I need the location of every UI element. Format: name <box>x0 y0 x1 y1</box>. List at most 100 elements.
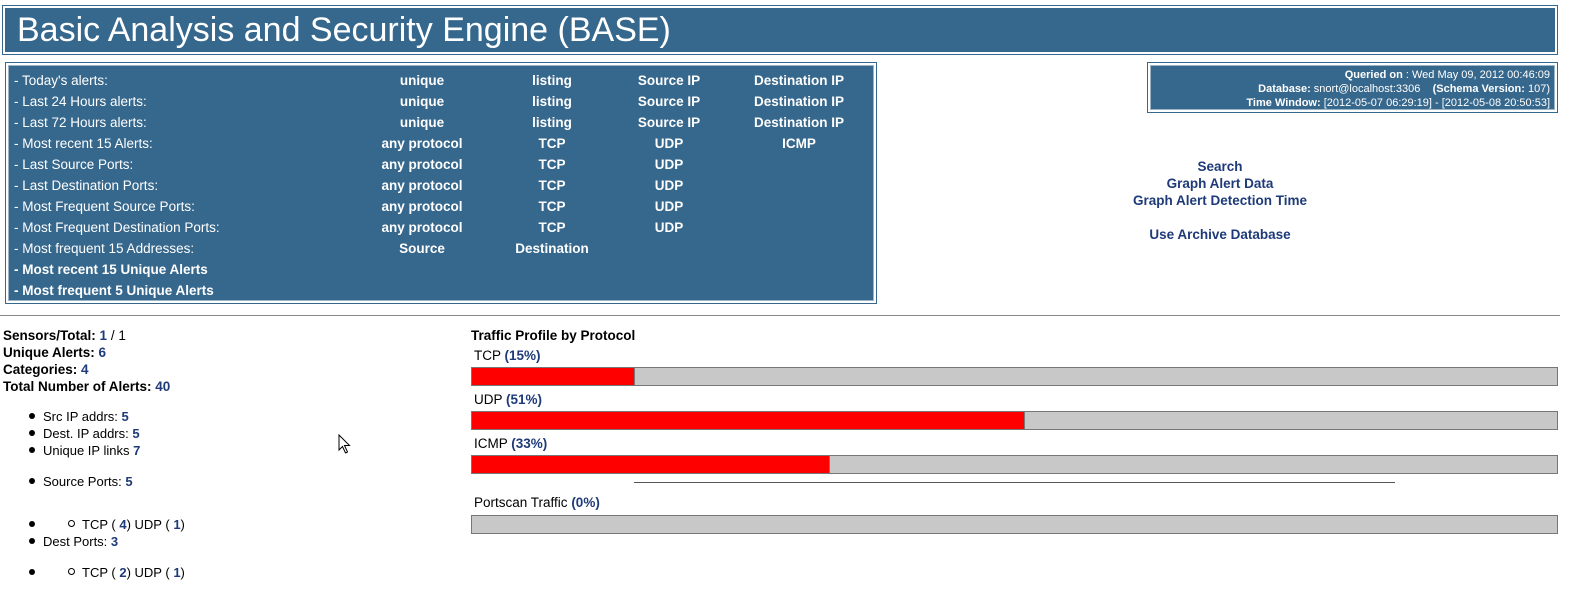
src-udp-label: ) UDP ( <box>126 517 170 532</box>
tcp-pct-link[interactable]: (15%) <box>504 348 541 363</box>
icmp-bar-fill <box>472 456 831 473</box>
dst-udp-link[interactable]: 1 <box>173 565 181 580</box>
menu-link[interactable]: unique <box>399 94 445 109</box>
menu-link[interactable]: TCP <box>538 178 566 193</box>
src-ip-label: Src IP addrs: <box>43 409 118 424</box>
graph-alert-data-link[interactable]: Graph Alert Data <box>1166 176 1274 191</box>
portscan-pct-link[interactable]: (0%) <box>571 495 600 510</box>
menu-link[interactable]: UDP <box>654 157 684 172</box>
menu-link[interactable]: any protocol <box>381 157 463 172</box>
queried-on-label: Queried on <box>1344 69 1403 81</box>
src-udp-link[interactable]: 1 <box>173 517 181 532</box>
query-info-panel: Queried on : Wed May 09, 2012 00:46:09 D… <box>1147 62 1558 113</box>
menu-link[interactable]: Source IP <box>637 115 701 130</box>
menu-link[interactable]: TCP <box>538 157 566 172</box>
menu-row: - Most frequent 5 Unique Alerts <box>9 281 873 302</box>
menu-link[interactable]: Destination IP <box>753 73 845 88</box>
total-alerts-label: Total Number of Alerts: <box>3 379 152 394</box>
menu-link[interactable]: TCP <box>538 220 566 235</box>
menu-link[interactable]: Source IP <box>637 94 701 109</box>
menu-link[interactable]: ICMP <box>782 136 816 151</box>
menu-link[interactable]: Destination IP <box>753 115 845 130</box>
dest-ports-label: Dest Ports: <box>43 534 108 549</box>
src-tcp-link[interactable]: 4 <box>119 517 127 532</box>
menu-link[interactable]: unique <box>399 115 445 130</box>
traffic-profile-title: Traffic Profile by Protocol <box>471 328 636 343</box>
dst-tcp-label: TCP ( <box>82 565 116 580</box>
menu-link[interactable]: any protocol <box>381 199 463 214</box>
schema-label: (Schema Version: <box>1432 83 1525 95</box>
unique-alerts-link[interactable]: 6 <box>98 345 107 360</box>
close-paren: ) <box>180 517 185 532</box>
menu-link[interactable]: Destination <box>515 241 589 256</box>
udp-pct-link[interactable]: (51%) <box>506 392 543 407</box>
menu-link[interactable]: TCP <box>538 199 566 214</box>
src-ip-link[interactable]: 5 <box>121 409 129 424</box>
search-link[interactable]: Search <box>1197 159 1243 174</box>
menu-link[interactable]: any protocol <box>381 220 463 235</box>
portscan-name: Portscan Traffic <box>474 495 568 510</box>
menu-row-label: - Most recent 15 Alerts: <box>14 136 153 151</box>
menu-link[interactable]: Destination IP <box>753 94 845 109</box>
tcp-bar <box>471 367 1558 386</box>
total-alerts-link[interactable]: 40 <box>155 379 171 394</box>
use-archive-database-link[interactable]: Use Archive Database <box>1149 227 1291 242</box>
source-ports-label: Source Ports: <box>43 474 122 489</box>
menu-link[interactable]: - Most frequent 5 Unique Alerts <box>14 283 214 298</box>
menu-row-label: - Most Frequent Destination Ports: <box>14 220 220 235</box>
categories-link[interactable]: 4 <box>81 362 89 377</box>
dest-ip-link[interactable]: 5 <box>132 426 140 441</box>
menu-row: - Today's alerts: unique listing Source IP D… <box>9 71 873 92</box>
menu-row: - Most recent 15 Alerts: any protocol TCP U… <box>9 134 873 155</box>
source-ports-link[interactable]: 5 <box>125 474 133 489</box>
right-links: Search Graph Alert Data Graph Alert Dete… <box>1110 158 1330 243</box>
menu-link[interactable]: listing <box>532 73 572 88</box>
menu-link[interactable]: UDP <box>654 136 684 151</box>
alert-menu-panel: - Today's alerts: unique listing Source IP D… <box>5 62 877 304</box>
menu-link[interactable]: listing <box>532 115 572 130</box>
list-item: Source Ports: 5 <box>29 474 133 489</box>
page-title: Basic Analysis and Security Engine (BASE… <box>5 8 1555 52</box>
menu-link[interactable]: any protocol <box>381 178 463 193</box>
udp-bar-fill <box>472 412 1026 429</box>
menu-link[interactable]: Source IP <box>637 73 701 88</box>
list-item: Dest. IP addrs: 5 <box>29 426 140 441</box>
icmp-pct-link[interactable]: (33%) <box>511 436 548 451</box>
dst-tcp-link[interactable]: 2 <box>119 565 127 580</box>
list-item: Src IP addrs: 5 <box>29 409 129 424</box>
menu-row: - Most frequent 15 Addresses: Source Desti… <box>9 239 873 260</box>
portscan-bar <box>471 515 1558 534</box>
menu-link[interactable]: UDP <box>654 220 684 235</box>
menu-row: - Last 72 Hours alerts: unique listing Sour… <box>9 113 873 134</box>
sensors-link[interactable]: 1 <box>99 328 108 343</box>
menu-row-label: - Most Frequent Source Ports: <box>14 199 195 214</box>
menu-link[interactable]: UDP <box>654 178 684 193</box>
list-item: TCP ( 4) UDP ( 1) <box>68 517 185 532</box>
queried-on-value: : Wed May 09, 2012 00:46:09 <box>1402 69 1550 81</box>
time-window-value: [2012-05-07 06:29:19] - [2012-05-08 20:5… <box>1320 97 1550 109</box>
menu-link[interactable]: Source <box>399 241 445 256</box>
traffic-divider <box>634 482 1395 483</box>
menu-row-label: - Today's alerts: <box>14 73 108 88</box>
portscan-label: Portscan Traffic (0%) <box>474 495 600 510</box>
menu-link[interactable]: any protocol <box>381 136 463 151</box>
menu-row-label: - Last Source Ports: <box>14 157 134 172</box>
udp-name: UDP <box>474 392 503 407</box>
unique-alerts-label: Unique Alerts: <box>3 345 95 360</box>
dest-ports-link[interactable]: 3 <box>110 534 119 549</box>
menu-row: - Last Destination Ports: any protocol TCP… <box>9 176 873 197</box>
menu-link[interactable]: listing <box>532 94 572 109</box>
graph-alert-detection-time-link[interactable]: Graph Alert Detection Time <box>1132 193 1308 208</box>
menu-link[interactable]: unique <box>399 73 445 88</box>
menu-row-label: - Most frequent 15 Addresses: <box>14 241 195 256</box>
unique-links-link[interactable]: 7 <box>133 443 141 458</box>
udp-bar <box>471 411 1558 430</box>
menu-link[interactable]: TCP <box>538 136 566 151</box>
menu-row: - Last Source Ports: any protocol TCP UDP <box>9 155 873 176</box>
menu-link[interactable]: UDP <box>654 199 684 214</box>
icmp-label: ICMP (33%) <box>474 436 547 451</box>
list-item: Dest Ports: 3 <box>29 534 119 549</box>
tcp-bar-fill <box>472 368 635 385</box>
menu-link[interactable]: - Most recent 15 Unique Alerts <box>14 262 208 277</box>
menu-row-label: - Last 24 Hours alerts: <box>14 94 147 109</box>
